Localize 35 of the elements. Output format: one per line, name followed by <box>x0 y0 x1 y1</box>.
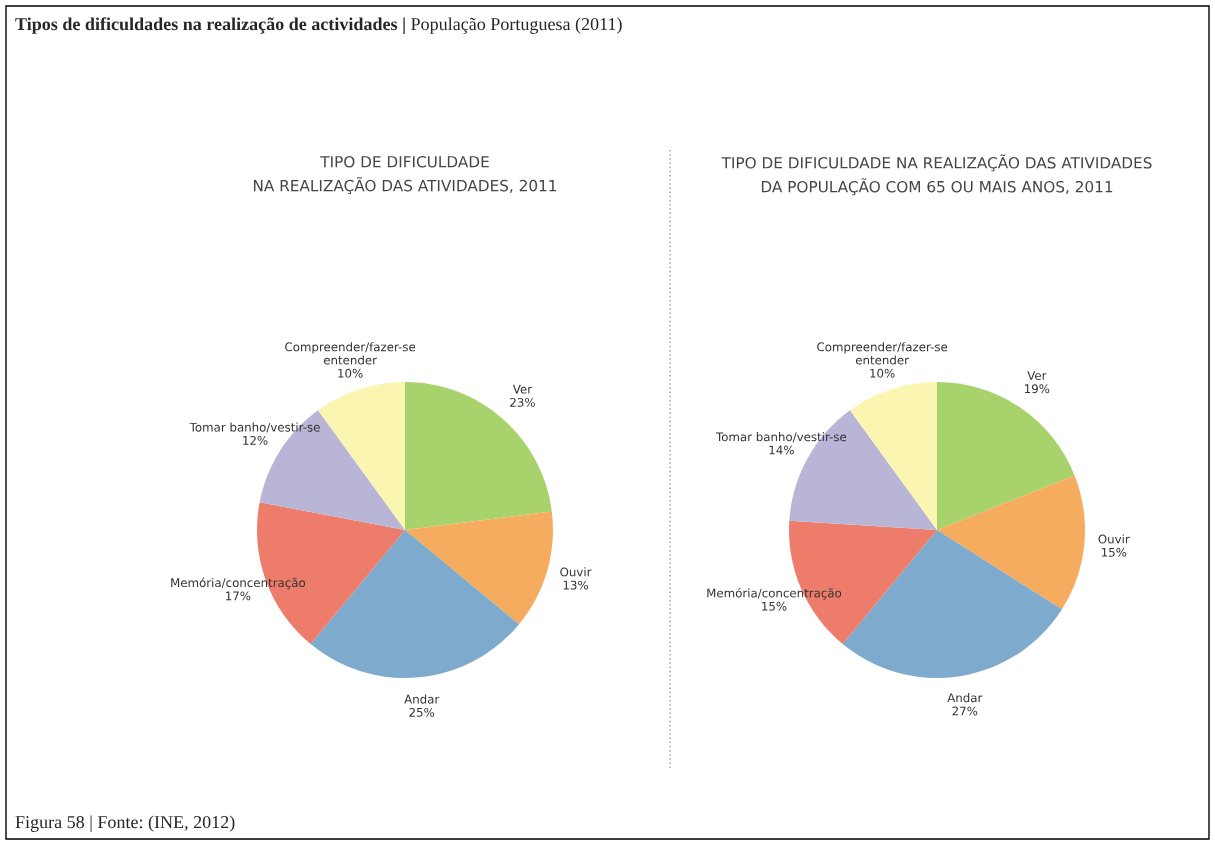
text: Tipos de dificuldades na realização de actividades | <box>15 17 405 34</box>
pie-slice <box>850 382 937 530</box>
slice-label: Compreender/fazer-se entender <box>285 342 416 365</box>
data-label: 10% <box>338 368 363 378</box>
data-label: 27% <box>952 706 978 716</box>
pie-slice <box>937 382 1075 530</box>
text: Figura 58 | Fonte: (INE, 2012) <box>15 815 235 832</box>
pie-slice <box>310 530 520 678</box>
slice-label: Ver <box>512 384 533 394</box>
slice-label: Tomar banho/vestir-se <box>189 422 320 433</box>
data-label: 14% <box>769 445 794 455</box>
data-label: 25% <box>409 707 435 717</box>
slice-label: Andar <box>404 694 440 704</box>
data-label: 10% <box>870 368 895 378</box>
slice-label: Compreender/fazer-se entender <box>817 342 948 365</box>
data-label: 12% <box>243 435 268 445</box>
data-label: 13% <box>563 580 589 590</box>
slice-label: Ver <box>1027 371 1047 380</box>
chart-title: TIPO DE DIFICULDADE NA REALIZAÇÃO DAS ATIVIDADES DA POPULAÇÃO COM 65 OU MAIS ANOS, 2011 <box>721 154 1152 196</box>
pie-slice <box>405 511 553 625</box>
slice-label: Tomar banho/vestir-se <box>715 432 847 443</box>
text: População Portuguesa (2011) <box>411 17 622 34</box>
slice-label: Ouvir <box>1098 534 1130 544</box>
slice-label: Andar <box>947 693 983 703</box>
data-label: 15% <box>762 601 787 611</box>
pie-slice <box>937 475 1085 610</box>
data-label: 23% <box>510 397 535 407</box>
chart-title: TIPO DE DIFICULDADE NA REALIZAÇÃO DAS ATIVIDADES, 2011 <box>253 155 557 195</box>
data-label: 19% <box>1025 384 1050 394</box>
slice-label: Ouvir <box>560 567 592 577</box>
data-label: 17% <box>226 591 251 601</box>
data-label: 15% <box>1101 547 1127 557</box>
pie-slice <box>842 530 1062 678</box>
pie-slice <box>318 382 405 530</box>
pie-slice <box>405 382 552 530</box>
